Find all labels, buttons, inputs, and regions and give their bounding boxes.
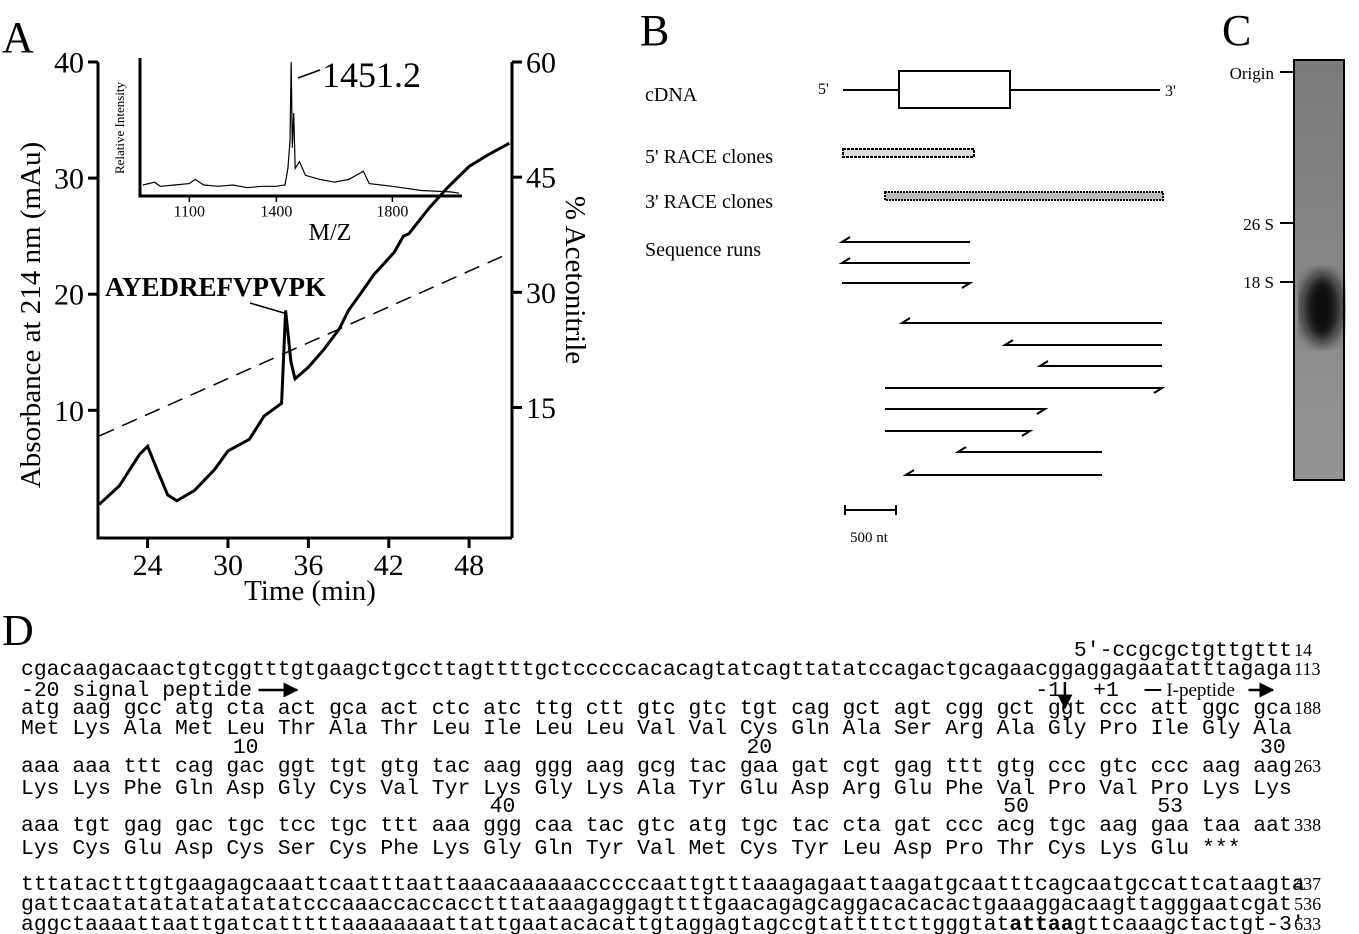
run	[885, 387, 1166, 394]
gel-lane	[1293, 59, 1345, 481]
line-count: 263	[1294, 756, 1321, 776]
scale-bar	[844, 505, 897, 515]
residue-number: 53	[1157, 795, 1183, 819]
x-tick-label: 1400	[260, 203, 292, 220]
y2-tick-label: 30	[526, 277, 556, 310]
run	[1036, 360, 1162, 367]
inset-annotation: 1451.2	[322, 55, 421, 95]
x-tick-label: 48	[454, 549, 484, 582]
y-tick-label: 20	[54, 279, 84, 312]
row-label: 3' RACE clones	[645, 191, 773, 213]
residue-number: 30	[1260, 736, 1286, 760]
race-clone	[842, 148, 975, 158]
x-tick-label: 42	[374, 549, 404, 582]
annotation: I-peptide	[1166, 680, 1235, 701]
annotation: -1	[1035, 679, 1061, 703]
run	[902, 469, 1102, 476]
sequence-line: atg aag gcc atg cta act gca act ctc atc …	[21, 697, 1292, 721]
end-label: 3'	[1165, 83, 1176, 100]
annotation-leader	[249, 302, 285, 314]
line-count: 113	[1294, 659, 1320, 679]
run	[838, 257, 970, 264]
y2-axis-label: % Acetonitrile	[559, 196, 591, 364]
y-tick-label: 30	[54, 163, 84, 196]
sequence-part: gttcaaagctactgt-3'	[1074, 913, 1305, 934]
annotation: -20 signal peptide	[21, 679, 252, 703]
panel-label: B	[640, 6, 669, 55]
sequence-line: Met Lys Ala Met Leu Thr Ala Thr Leu Ile …	[21, 717, 1292, 741]
x-tick-label: 1100	[174, 203, 205, 220]
residue-number: 10	[233, 736, 259, 760]
line-count: 633	[1294, 914, 1321, 934]
y-tick-label: 10	[54, 395, 84, 428]
run	[1001, 339, 1162, 346]
y-axis-label: Absorbance at 214 nm (mAu)	[15, 142, 47, 488]
line-count: 437	[1294, 874, 1321, 894]
row-label: Sequence runs	[645, 239, 761, 261]
run	[885, 408, 1049, 415]
marker-label: 18 S	[1243, 273, 1274, 292]
sequence-runs	[838, 236, 1166, 515]
orf-box	[898, 70, 1011, 109]
residue-number: 40	[490, 795, 516, 819]
sequence-line: Lys Lys Phe Gln Asp Gly Cys Val Tyr Lys …	[21, 777, 1292, 801]
sequence-line: tttatactttgtgaagagcaaattcaatttaattaaacaa…	[21, 873, 1305, 897]
marker-ticks	[1280, 71, 1294, 283]
scale-label: 500 nt	[850, 530, 889, 546]
sequence-line: Lys Cys Glu Asp Cys Ser Cys Phe Lys Gly …	[21, 837, 1240, 861]
x-tick-label: 30	[213, 549, 243, 582]
annotation: +1	[1093, 679, 1119, 703]
line-count: 338	[1294, 815, 1321, 835]
trace-line	[98, 141, 511, 506]
panel-label: C	[1222, 6, 1251, 55]
race-clone	[884, 191, 1164, 201]
run	[885, 430, 1034, 437]
marker-label: Origin	[1230, 64, 1275, 83]
x-tick-label: 24	[133, 549, 163, 582]
line-count: 536	[1294, 894, 1321, 914]
sequence-part: attaa	[1009, 913, 1073, 934]
end-label: 5'	[818, 81, 829, 98]
x-tick-label: 36	[293, 549, 323, 582]
sequence-line: aaa aaa ttt cag gac ggt tgt gtg tac aag …	[21, 755, 1292, 779]
row-label: cDNA	[645, 84, 698, 106]
run	[842, 282, 974, 289]
run	[898, 317, 1162, 324]
row-label: 5' RACE clones	[645, 146, 773, 168]
axis-line	[96, 62, 512, 540]
panel-label: A	[2, 13, 34, 62]
y2-tick-label: 60	[526, 47, 556, 80]
sequence-line: gattcaatatatatatatatatcccaaaccaccaccttta…	[21, 893, 1292, 917]
residue-number: 20	[746, 736, 772, 760]
annotation-leader	[297, 69, 321, 79]
sequence-line: aggctaaaattaattgatcatttttaaaaaaaattattga…	[21, 913, 1305, 934]
sequence-line: 5'-ccgcgctgttgttt	[1074, 639, 1292, 663]
residue-number: 50	[1003, 795, 1029, 819]
sequence-line: cgacaagacaactgtcggtttgtgaagctgccttagtttt…	[21, 658, 1292, 682]
inset-y-label: Relative Intensity	[112, 81, 127, 174]
line-count: 188	[1294, 698, 1321, 718]
run	[838, 236, 970, 243]
x-axis-label: Time (min)	[244, 575, 376, 607]
run	[954, 446, 1102, 453]
marker-label: 26 S	[1243, 215, 1274, 234]
y-tick-label: 40	[54, 47, 84, 80]
axis-line	[138, 58, 462, 198]
y2-tick-label: 45	[526, 162, 556, 195]
sequence-line: aaa tgt gag gac tgc tcc tgc ttt aaa ggg …	[21, 814, 1292, 838]
peak-annotation: AYEDREFVPVPK	[105, 272, 326, 302]
line-count: 14	[1294, 640, 1312, 660]
x-tick-label: 1800	[376, 203, 408, 220]
panel-b: B cDNA 5' RACE clones 3' RACE clones Seq…	[640, 6, 1176, 546]
trace-line	[142, 62, 460, 194]
gel-band	[1302, 273, 1342, 343]
panel-label: D	[2, 606, 34, 655]
panel-c: C Origin 26 S 18 S	[1222, 6, 1345, 481]
y2-tick-label: 15	[526, 392, 556, 425]
inset-x-label: M/Z	[309, 220, 352, 246]
sequence-part: aggctaaaattaattgatcatttttaaaaaaaattattga…	[21, 913, 1009, 934]
sequence: 145'-ccgcgctgttgttt113cgacaagacaactgtcgg…	[21, 639, 1321, 934]
